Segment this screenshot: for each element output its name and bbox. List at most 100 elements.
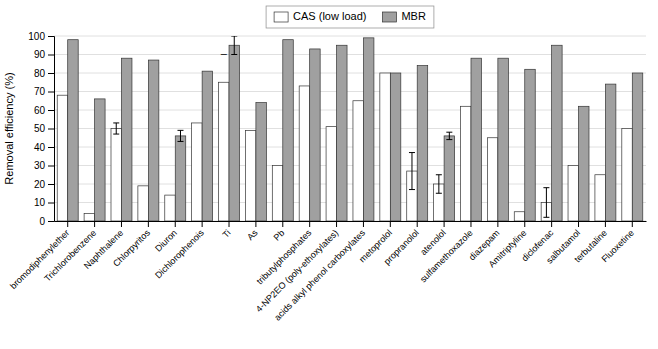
y-tick-mark — [48, 184, 54, 185]
x-tick-label: sulfamethoxazole — [418, 228, 475, 285]
legend-frame — [266, 6, 434, 28]
y-axis-line — [48, 37, 55, 222]
chart: 0 10 20 30 40 50 60 70 80 90 100 bromodiphenylether… — [0, 0, 658, 349]
y-tick-label: 90 — [34, 49, 46, 60]
x-tick-label: Diuron — [153, 228, 179, 254]
x-tick-mark — [67, 221, 68, 227]
legend-swatch — [274, 12, 288, 22]
y-tick-label: 10 — [34, 197, 46, 208]
bar — [622, 129, 632, 222]
y-tick: 30 — [34, 160, 54, 171]
y-tick: 0 — [39, 216, 54, 227]
bar — [579, 106, 589, 221]
x-tick-mark — [524, 221, 525, 227]
x-axis: bromodiphenyletherTrichlorobenzeneNaphth… — [8, 221, 646, 323]
grid-line — [54, 36, 646, 37]
y-tick-label: 60 — [34, 105, 46, 116]
y-tick-mark — [48, 203, 54, 204]
x-tick-mark — [390, 221, 391, 227]
error-cap — [113, 122, 119, 123]
bar — [272, 166, 282, 222]
marks — [57, 36, 643, 221]
error-cap — [543, 187, 549, 188]
bar — [299, 86, 309, 221]
x-tick-mark — [417, 221, 418, 227]
bar — [353, 101, 363, 221]
x-tick-label: Pb — [272, 228, 287, 243]
legend-label: MBR — [401, 10, 426, 22]
y-tick: 10 — [34, 197, 54, 208]
bar — [111, 129, 121, 222]
annotation: – — [221, 47, 228, 59]
bar — [310, 49, 320, 221]
x-tick: Trichlorobenzene — [42, 221, 98, 284]
y-tick-mark — [48, 221, 54, 222]
y-tick-label: 50 — [34, 123, 46, 134]
y-tick: 70 — [34, 86, 54, 97]
x-tick-mark — [202, 221, 203, 227]
x-tick-mark — [551, 221, 552, 227]
x-tick-label: Fluoxetine — [599, 228, 635, 264]
y-axis: 0 10 20 30 40 50 60 70 80 90 100 — [28, 31, 54, 227]
bar — [552, 45, 562, 221]
bar — [380, 73, 390, 221]
bar — [514, 212, 524, 221]
bar — [498, 58, 508, 221]
y-tick: 60 — [34, 105, 54, 116]
error-bar — [409, 153, 415, 190]
y-tick-label: 20 — [34, 179, 46, 190]
error-bar — [113, 123, 119, 134]
bar — [337, 45, 347, 221]
error-cap — [543, 217, 549, 218]
x-tick: Diuron — [153, 221, 179, 254]
bar — [175, 136, 185, 221]
x-tick-mark — [363, 221, 364, 227]
error-line — [546, 188, 547, 218]
bar — [326, 127, 336, 221]
x-tick: Amitriptyline — [487, 221, 529, 269]
x-tick-label: propranolol — [382, 228, 421, 267]
y-tick-label: 30 — [34, 160, 46, 171]
error-line — [180, 130, 181, 141]
error-cap — [446, 139, 452, 140]
error-bar — [231, 36, 237, 55]
x-axis-line — [55, 221, 647, 222]
y-tick: 100 — [28, 31, 54, 42]
bar — [605, 84, 615, 221]
y-tick-mark — [48, 166, 54, 167]
y-tick-label: 70 — [34, 86, 46, 97]
legend-item: MBR — [382, 10, 426, 22]
error-cap — [436, 174, 442, 175]
bar — [219, 82, 229, 221]
legend-swatch — [382, 12, 396, 22]
bar — [444, 136, 454, 221]
x-tick-mark — [282, 221, 283, 227]
bar — [57, 95, 67, 221]
bar — [417, 66, 427, 221]
x-tick-mark — [175, 221, 176, 227]
y-tick-label: 80 — [34, 68, 46, 79]
bar — [84, 214, 94, 221]
bar — [525, 69, 535, 221]
y-tick-mark — [48, 73, 54, 74]
bar — [487, 138, 497, 221]
error-cap — [231, 36, 237, 37]
error-cap — [177, 130, 183, 131]
error-cap — [446, 132, 452, 133]
y-tick-mark — [48, 36, 54, 37]
legend: CAS (low load)MBR — [266, 6, 434, 28]
series — [68, 36, 643, 221]
x-tick-mark — [94, 221, 95, 227]
error-bar — [446, 132, 452, 139]
error-cap — [436, 193, 442, 194]
x-tick-mark — [309, 221, 310, 227]
plot: 0 10 20 30 40 50 60 70 80 90 100 bromodiphenylether… — [3, 31, 647, 323]
y-tick: 40 — [34, 142, 54, 153]
x-tick-mark — [255, 221, 256, 227]
y-tick-mark — [48, 110, 54, 111]
x-tick-label: acids alkyl phenol carboxylates — [272, 227, 367, 322]
y-tick-label: 0 — [39, 216, 45, 227]
error-bar — [436, 175, 442, 194]
x-tick-mark — [605, 221, 606, 227]
error-line — [438, 175, 439, 194]
